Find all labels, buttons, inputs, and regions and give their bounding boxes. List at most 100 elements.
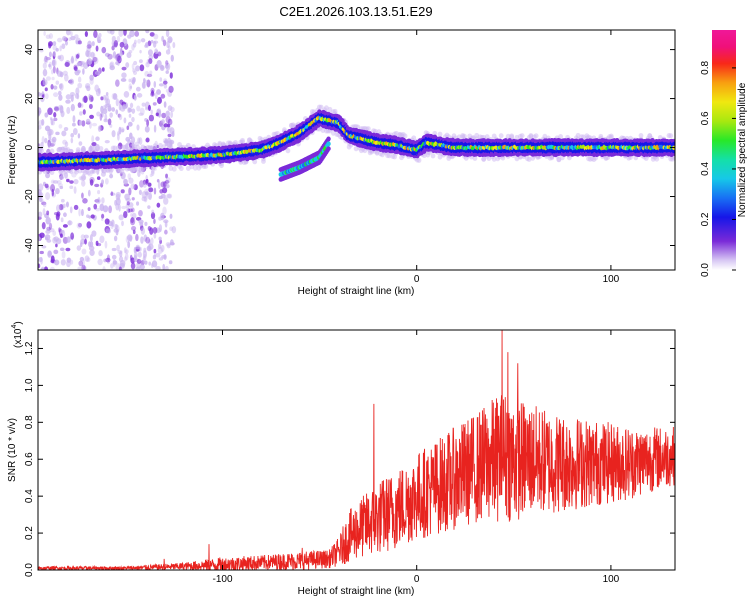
heatmap-noise bbox=[53, 85, 58, 90]
heatmap-halo bbox=[484, 134, 490, 140]
heatmap-noise bbox=[56, 179, 62, 185]
heatmap-noise bbox=[38, 92, 41, 97]
heatmap-noise bbox=[70, 103, 75, 112]
heatmap-noise bbox=[79, 242, 83, 248]
heatmap-noise bbox=[139, 264, 145, 270]
heatmap-noise bbox=[121, 128, 125, 133]
heatmap-halo bbox=[437, 131, 443, 137]
heatmap-noise bbox=[70, 57, 75, 64]
heatmap-halo bbox=[472, 155, 478, 161]
heatmap-noise bbox=[97, 258, 103, 266]
heatmap-noise bbox=[129, 85, 133, 89]
heatmap-noise bbox=[91, 230, 97, 237]
heatmap-noise bbox=[53, 112, 57, 118]
heatmap-noise bbox=[44, 93, 49, 100]
heatmap-noise bbox=[156, 60, 162, 68]
heatmap-noise bbox=[118, 126, 122, 135]
heatmap-noise bbox=[123, 30, 127, 36]
heatmap-noise bbox=[123, 210, 128, 219]
snr-ylabel: SNR (10 * v/v) bbox=[7, 418, 18, 482]
heatmap-halo bbox=[275, 130, 280, 137]
heatmap-noise bbox=[73, 179, 79, 185]
heatmap-halo bbox=[638, 132, 644, 139]
heatmap-halo bbox=[171, 166, 177, 172]
heatmap-noise bbox=[147, 49, 153, 56]
heatmap-halo bbox=[332, 108, 338, 115]
heatmap-noise bbox=[165, 115, 171, 124]
heatmap-noise bbox=[106, 98, 111, 106]
heatmap-noise bbox=[132, 229, 136, 235]
heatmap-noise bbox=[81, 264, 86, 270]
heatmap-noise bbox=[166, 40, 170, 49]
heatmap-noise bbox=[75, 53, 80, 59]
heatmap-noise bbox=[78, 208, 81, 217]
heatmap-noise bbox=[135, 201, 140, 206]
heatmap-noise bbox=[96, 111, 101, 117]
heatmap-noise bbox=[141, 102, 146, 107]
heatmap-noise bbox=[76, 69, 82, 74]
heatmap-noise bbox=[95, 240, 99, 246]
heatmap-noise bbox=[165, 110, 170, 118]
heatmap-noise bbox=[38, 263, 41, 269]
heatmap-noise bbox=[143, 78, 146, 83]
heatmap-halo bbox=[432, 130, 438, 137]
heatmap-noise bbox=[147, 205, 151, 210]
heatmap-branch-cell bbox=[326, 141, 331, 147]
spectrogram-ytick-label: -40 bbox=[24, 238, 35, 253]
heatmap-noise bbox=[42, 68, 48, 77]
heatmap-noise bbox=[86, 214, 90, 218]
heatmap-noise bbox=[155, 265, 161, 270]
heatmap-noise bbox=[52, 180, 59, 184]
heatmap-noise bbox=[95, 45, 99, 52]
heatmap-noise bbox=[171, 226, 177, 234]
heatmap-noise bbox=[96, 242, 102, 247]
heatmap-noise bbox=[154, 91, 158, 100]
colorbar-tick-label: 0.4 bbox=[700, 162, 711, 176]
heatmap-noise bbox=[38, 143, 41, 147]
heatmap-halo bbox=[285, 148, 291, 154]
heatmap-noise bbox=[135, 266, 141, 270]
heatmap-noise bbox=[101, 179, 105, 185]
heatmap-noise bbox=[95, 207, 100, 212]
heatmap-noise bbox=[111, 35, 116, 42]
heatmap-noise bbox=[94, 70, 101, 76]
heatmap-noise bbox=[137, 251, 142, 258]
heatmap-noise bbox=[72, 115, 76, 123]
heatmap-noise bbox=[162, 39, 167, 47]
heatmap-noise bbox=[64, 61, 70, 67]
heatmap-noise bbox=[109, 65, 115, 71]
heatmap-noise bbox=[117, 249, 123, 255]
heatmap-noise bbox=[70, 232, 75, 240]
heatmap-noise bbox=[158, 236, 162, 241]
heatmap-noise bbox=[141, 81, 147, 89]
heatmap-noise bbox=[66, 236, 71, 243]
heatmap-noise bbox=[66, 257, 72, 263]
heatmap-noise bbox=[53, 249, 59, 255]
heatmap-noise bbox=[131, 197, 135, 201]
heatmap-noise bbox=[164, 265, 169, 270]
heatmap-noise bbox=[167, 193, 173, 199]
snr-xtick-label: -100 bbox=[212, 574, 232, 585]
spectrogram-frame bbox=[37, 29, 676, 271]
heatmap-noise bbox=[73, 186, 77, 194]
heatmap-noise bbox=[101, 46, 107, 54]
heatmap-noise bbox=[65, 201, 69, 208]
heatmap-noise bbox=[70, 35, 76, 41]
heatmap-noise bbox=[115, 109, 119, 115]
heatmap-noise bbox=[82, 175, 87, 181]
heatmap-noise bbox=[64, 40, 68, 46]
heatmap-noise bbox=[165, 177, 171, 184]
heatmap-noise bbox=[168, 37, 173, 44]
heatmap-noise bbox=[59, 45, 62, 52]
heatmap-noise bbox=[132, 212, 137, 219]
heatmap-halo bbox=[39, 148, 44, 154]
heatmap-noise bbox=[80, 175, 84, 181]
heatmap-noise bbox=[161, 112, 167, 119]
heatmap-noise bbox=[119, 50, 123, 57]
spectrogram-xtick-label: 100 bbox=[603, 274, 620, 285]
heatmap-noise bbox=[41, 266, 45, 270]
heatmap-noise bbox=[153, 233, 157, 239]
heatmap-noise bbox=[80, 208, 84, 217]
